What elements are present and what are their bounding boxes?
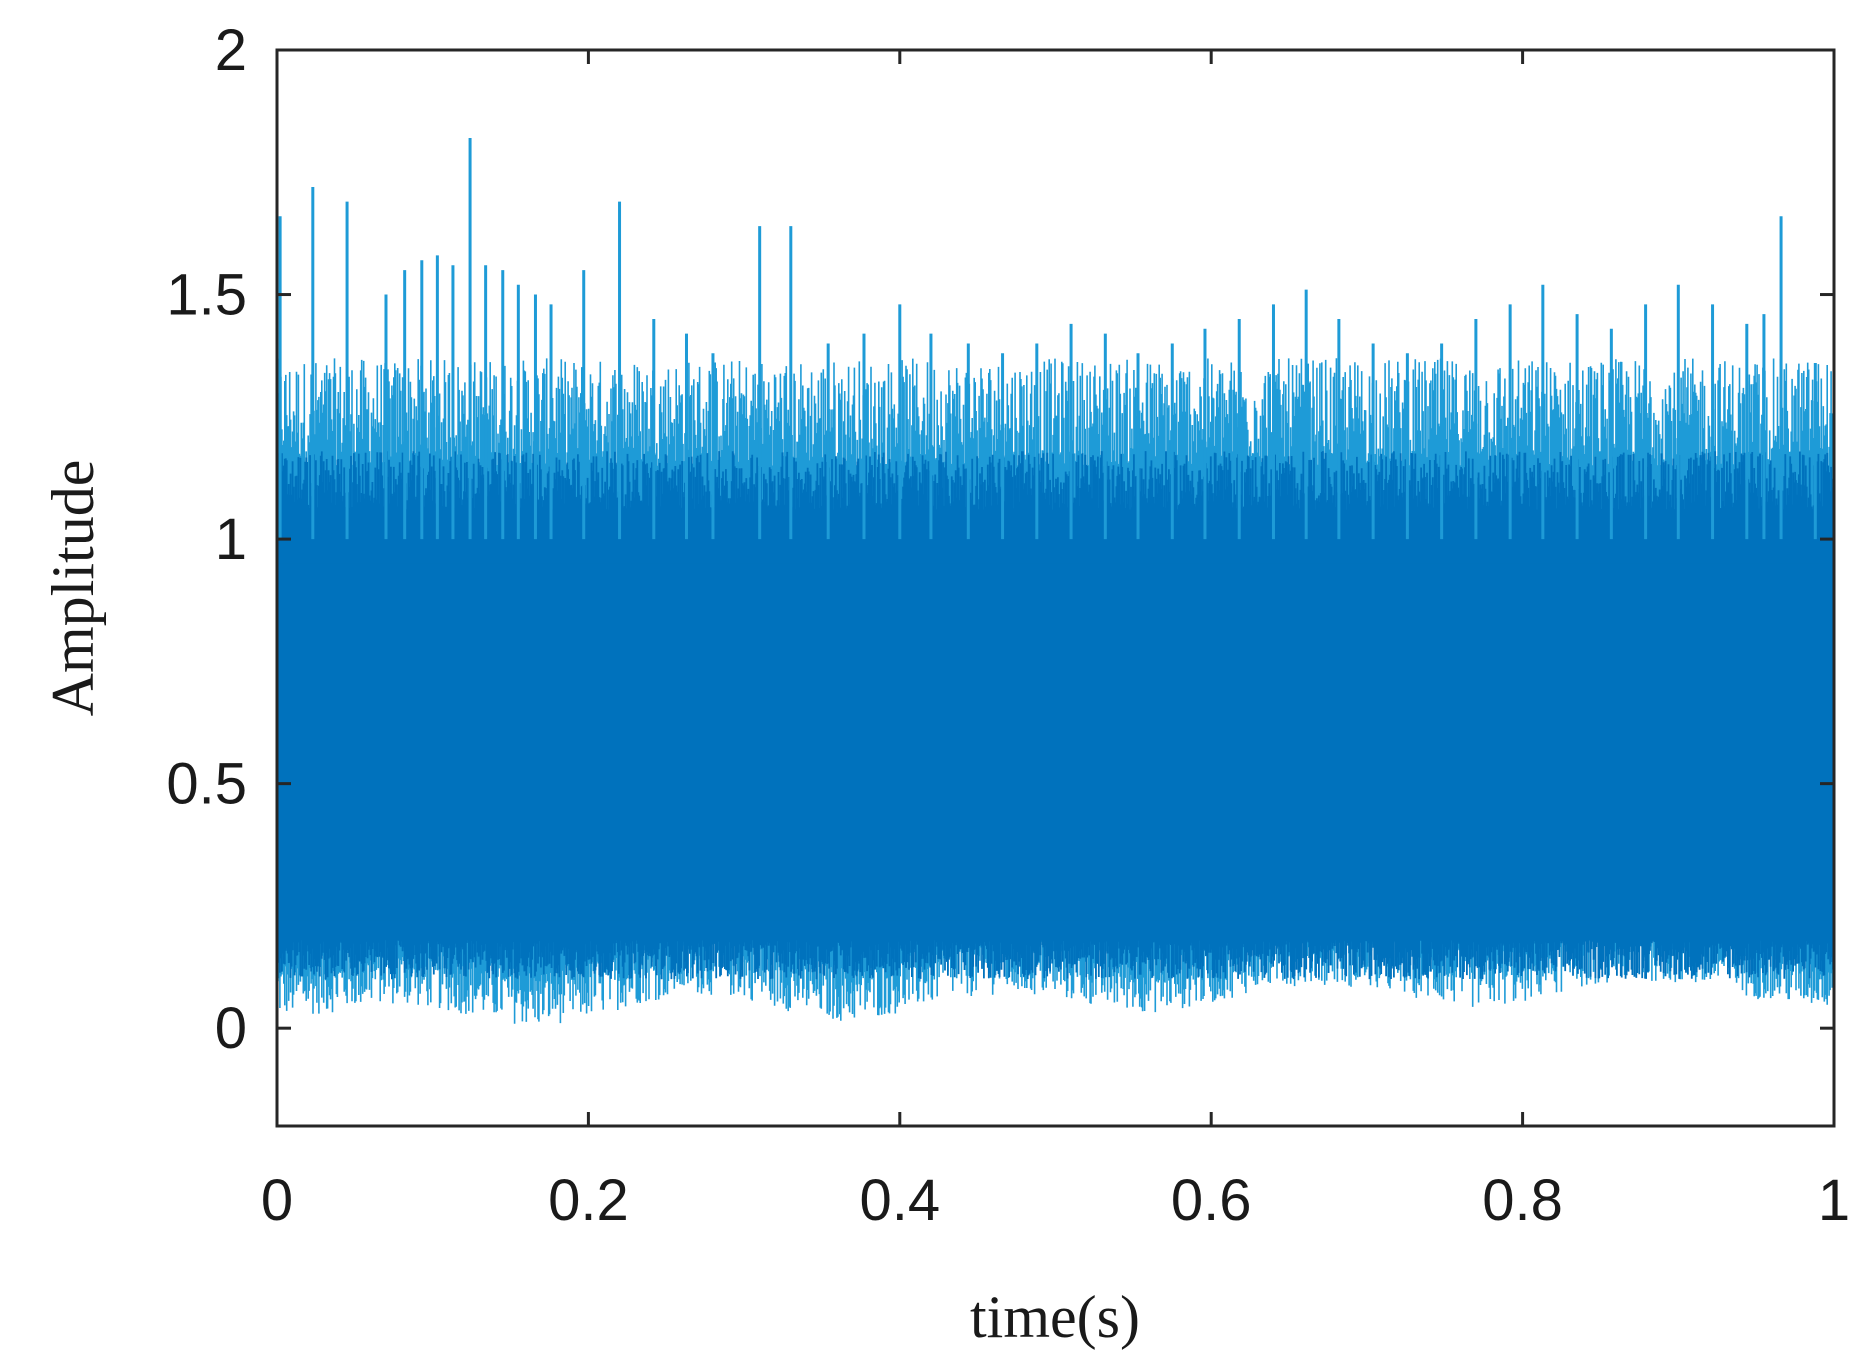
x-tick-label: 0.6	[1171, 1168, 1252, 1233]
y-tick-label: 2	[215, 18, 247, 83]
y-tick-label: 0	[215, 996, 247, 1061]
x-axis-label: time(s)	[970, 1284, 1140, 1350]
x-tick-label: 1	[1818, 1168, 1850, 1233]
y-axis-label: Amplitude	[40, 460, 106, 717]
signal-core-fill	[277, 563, 1834, 921]
x-tick-label: 0	[261, 1168, 293, 1233]
x-tick-label: 0.4	[859, 1168, 940, 1233]
y-tick-label: 1.5	[166, 263, 247, 328]
x-tick-label: 0.2	[548, 1168, 629, 1233]
signal-band	[277, 358, 1834, 1024]
plot-area	[277, 138, 1834, 1024]
y-tick-label: 0.5	[166, 752, 247, 817]
signal-spikes	[278, 138, 1817, 540]
y-tick-label: 1	[215, 507, 247, 572]
y-axis-ticks: 0 0.5 1 1.5 2	[166, 18, 1834, 1061]
x-axis-ticks: 0 0.2 0.4 0.6 0.8 1	[261, 50, 1850, 1233]
x-tick-label: 0.8	[1482, 1168, 1563, 1233]
axes-frame	[275, 48, 1836, 1128]
